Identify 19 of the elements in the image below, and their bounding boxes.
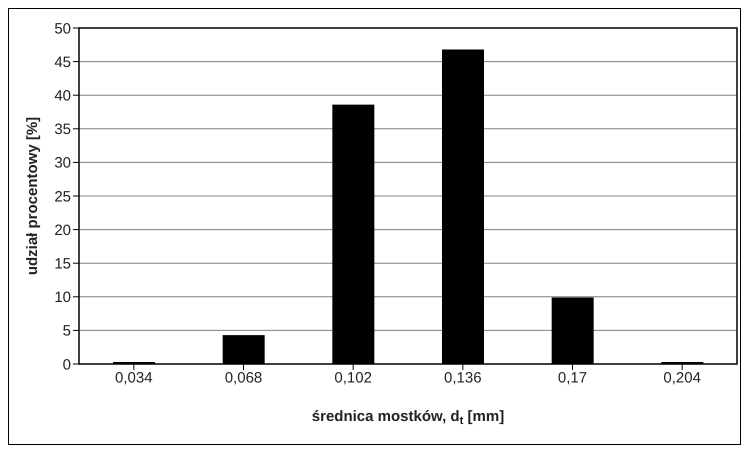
x-tick-label: 0,102 [334,370,372,387]
y-tick-label: 45 [54,54,71,71]
x-tick-label: 0,17 [558,370,588,387]
y-tick-label: 25 [54,188,71,206]
y-tick-label: 50 [54,20,71,38]
x-tick-label: 0,204 [663,370,701,387]
x-tick-label: 0,068 [224,370,262,387]
y-tick-label: 10 [54,289,71,306]
y-axis-title: udział procentowy [%] [24,116,41,276]
y-tick-label: 35 [54,121,71,138]
x-axis-title: średnica mostków, d$_{t}$ [mm] [312,408,504,428]
y-tick-label: 20 [54,222,71,239]
y-tick-label: 15 [54,256,71,273]
x-tick-label: 0,034 [115,370,153,387]
y-tick-label: 0 [62,356,71,374]
y-tick-label: 5 [62,322,71,340]
y-tick-label: 30 [54,154,71,172]
x-tick-label: 0,136 [444,370,482,387]
y-tick-label: 40 [54,88,71,105]
